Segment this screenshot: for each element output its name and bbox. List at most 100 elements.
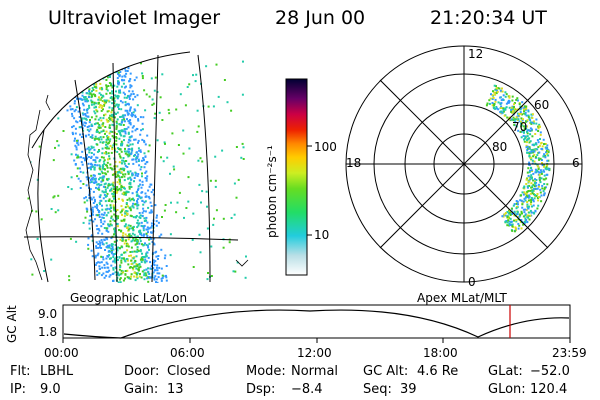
aurora-dot [207, 105, 210, 108]
aurora-dot [163, 209, 166, 212]
aurora-dot [538, 179, 541, 182]
aurora-dot [212, 105, 215, 108]
aurora-dot [92, 159, 95, 162]
aurora-dot [121, 79, 124, 82]
aurora-dot [165, 276, 168, 279]
aurora-dot [115, 125, 118, 127]
aurora-dot [129, 185, 132, 188]
aurora-dot [519, 130, 522, 133]
aurora-dot [124, 67, 127, 70]
aurora-dot [105, 242, 108, 245]
aurora-dot [102, 141, 105, 144]
aurora-dot [70, 188, 73, 191]
aurora-dot [511, 225, 514, 228]
aurora-dot [517, 222, 520, 225]
aurora-dot [135, 238, 138, 241]
aurora-dot [80, 156, 82, 159]
aurora-dot [109, 114, 112, 117]
aurora-dot [98, 202, 101, 204]
aurora-dot [76, 154, 79, 157]
aurora-dot [116, 77, 119, 80]
aurora-dot [95, 186, 97, 189]
aurora-dot [100, 156, 103, 159]
aurora-dot [214, 155, 217, 158]
aurora-dot [156, 214, 158, 217]
aurora-dot [130, 114, 133, 117]
aurora-dot [69, 108, 72, 111]
aurora-dot [123, 128, 126, 130]
aurora-dot [137, 268, 140, 271]
aurora-dot [96, 110, 99, 113]
aurora-dot [129, 106, 132, 109]
aurora-dot [510, 110, 513, 113]
aurora-dot [497, 101, 500, 104]
aurora-dot [124, 206, 127, 209]
aurora-dot [113, 116, 116, 119]
aurora-dot [520, 107, 523, 110]
aurora-dot [111, 250, 114, 253]
aurora-dot [125, 203, 128, 206]
aurora-dot [531, 205, 533, 208]
aurora-dot [105, 274, 108, 277]
aurora-dot [109, 250, 112, 253]
aurora-dot [90, 157, 93, 159]
aurora-dot [179, 93, 182, 96]
aurora-dot [502, 215, 505, 218]
aurora-dot [160, 156, 162, 159]
aurora-dot [132, 257, 135, 260]
aurora-dot [111, 109, 114, 112]
aurora-dot [90, 136, 93, 139]
aurora-dot [507, 219, 510, 222]
aurora-dot [98, 240, 101, 243]
aurora-dot [538, 125, 541, 128]
aurora-dot [102, 167, 104, 170]
aurora-dot [82, 183, 85, 185]
aurora-dot [96, 150, 99, 153]
aurora-dot [529, 178, 532, 181]
aurora-dot [62, 130, 65, 132]
aurora-dot [535, 184, 538, 187]
aurora-dot [153, 278, 156, 281]
aurora-dot [112, 268, 115, 271]
aurora-dot [108, 82, 111, 84]
aurora-dot [94, 137, 97, 140]
aurora-dot [151, 103, 154, 106]
aurora-dot [148, 276, 151, 279]
aurora-dot [129, 199, 132, 202]
aurora-dot [127, 172, 130, 175]
aurora-dot [113, 131, 116, 134]
aurora-dot [147, 271, 150, 274]
aurora-dot [214, 179, 217, 182]
dsp-key: Dsp: [246, 382, 276, 397]
aurora-dot [110, 257, 112, 260]
aurora-dot [98, 149, 100, 151]
aurora-dot [108, 199, 110, 202]
aurora-dot [93, 178, 96, 181]
aurora-dot [67, 186, 70, 188]
aurora-dot [512, 204, 515, 207]
aurora-dot [117, 105, 120, 107]
aurora-dot [123, 179, 126, 182]
aurora-dot [109, 210, 112, 213]
aurora-dot [141, 200, 144, 202]
aurora-dot [160, 248, 163, 251]
aurora-dot [496, 90, 499, 93]
aurora-dot [541, 187, 544, 190]
aurora-dot [103, 220, 106, 223]
aurora-dot [100, 183, 103, 186]
aurora-dot [109, 130, 112, 133]
aurora-dot [84, 157, 86, 160]
aurora-dot [104, 132, 106, 135]
aurora-dot [110, 243, 113, 246]
aurora-dot [85, 153, 88, 156]
aurora-dot [132, 202, 135, 205]
aurora-dot [76, 167, 79, 170]
aurora-dot [539, 131, 542, 134]
aurora-dot [148, 227, 151, 230]
aurora-dot [506, 224, 509, 227]
aurora-dot [523, 110, 525, 113]
aurora-dot [531, 148, 534, 151]
aurora-dot [144, 210, 147, 213]
aurora-dot [116, 111, 119, 114]
aurora-dot [508, 106, 511, 109]
